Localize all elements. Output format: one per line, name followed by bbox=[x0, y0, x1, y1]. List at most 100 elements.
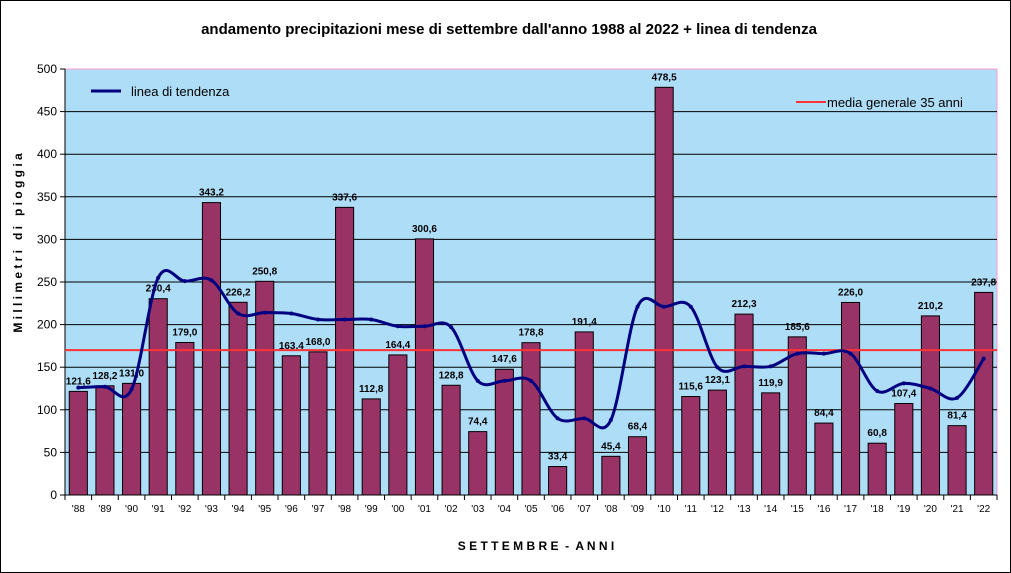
bar bbox=[761, 392, 781, 496]
x-tick-label: '06 bbox=[551, 504, 564, 515]
trend-point bbox=[901, 381, 906, 386]
bar bbox=[920, 315, 940, 496]
x-tick-label: '99 bbox=[365, 504, 378, 515]
x-tick-label: '12 bbox=[711, 504, 724, 515]
x-tick-label: '89 bbox=[98, 504, 111, 515]
trend-point bbox=[928, 386, 933, 391]
x-tick-label: '18 bbox=[871, 504, 884, 515]
data-label: 185,6 bbox=[785, 322, 810, 333]
bar bbox=[947, 425, 967, 496]
data-label: 163,4 bbox=[279, 341, 304, 352]
bar bbox=[201, 202, 222, 496]
x-tick-label: '08 bbox=[604, 504, 617, 515]
trend-point bbox=[608, 418, 613, 423]
x-tick-label: '01 bbox=[418, 504, 431, 515]
bar bbox=[308, 351, 328, 496]
x-tick-label: '96 bbox=[285, 504, 298, 515]
bar bbox=[894, 402, 914, 496]
y-tick-label: 150 bbox=[37, 360, 57, 374]
y-tick-label: 300 bbox=[37, 232, 57, 246]
bar bbox=[148, 298, 168, 496]
bar bbox=[68, 390, 88, 496]
trend-line-group bbox=[76, 269, 986, 430]
y-tick-label: 100 bbox=[37, 403, 57, 417]
x-tick-label: '92 bbox=[178, 504, 191, 515]
x-axis-title: S E T T E M B R E - A N N I bbox=[458, 539, 614, 553]
bar bbox=[974, 291, 994, 496]
data-label: 337,6 bbox=[332, 192, 357, 203]
bar bbox=[122, 382, 142, 496]
bar bbox=[281, 355, 301, 496]
data-label: 121,6 bbox=[66, 376, 91, 387]
y-tick-label: 500 bbox=[37, 62, 57, 76]
trend-point bbox=[182, 279, 187, 284]
data-label: 45,4 bbox=[601, 441, 621, 452]
data-label: 210,2 bbox=[918, 301, 943, 312]
x-tick-label: '15 bbox=[791, 504, 804, 515]
data-label: 226,2 bbox=[226, 287, 251, 298]
x-tick-label: '16 bbox=[817, 504, 830, 515]
data-label: 168,0 bbox=[305, 337, 330, 348]
bar bbox=[361, 398, 381, 496]
bar bbox=[255, 280, 275, 496]
bar bbox=[468, 431, 488, 496]
x-tick-label: '97 bbox=[311, 504, 324, 515]
y-tick-label: 250 bbox=[37, 275, 57, 289]
bar bbox=[521, 342, 541, 496]
x-tick-label: '91 bbox=[152, 504, 165, 515]
x-tick-label: '88 bbox=[72, 504, 85, 515]
x-tick-label: '93 bbox=[205, 504, 218, 515]
bar bbox=[707, 389, 727, 496]
data-label: 128,8 bbox=[439, 370, 464, 381]
legend: linea di tendenza media generale 35 anni bbox=[91, 84, 963, 110]
bar bbox=[681, 396, 701, 496]
data-label: 33,4 bbox=[548, 452, 568, 463]
data-label: 212,3 bbox=[732, 299, 757, 310]
trend-point bbox=[342, 317, 347, 322]
trend-point bbox=[209, 278, 214, 283]
bar bbox=[787, 336, 807, 496]
bar bbox=[814, 422, 834, 496]
x-tick-label: '04 bbox=[498, 504, 511, 515]
bar bbox=[494, 368, 514, 496]
trend-point bbox=[315, 317, 320, 322]
trend-point bbox=[875, 389, 880, 394]
x-axis-ticks: '88 '89 '90 '91 '92 '93 '94 '95 '96 '97 '98 '99 '00 '… bbox=[64, 495, 998, 515]
data-label: 179,0 bbox=[172, 327, 197, 338]
x-tick-label: '07 bbox=[578, 504, 591, 515]
x-tick-label: '00 bbox=[391, 504, 404, 515]
bar bbox=[228, 301, 248, 496]
trend-point bbox=[102, 384, 107, 389]
trend-point bbox=[742, 364, 747, 369]
trend-point bbox=[635, 304, 640, 309]
bar bbox=[388, 354, 408, 496]
trend-point bbox=[821, 351, 826, 356]
bar bbox=[654, 86, 674, 496]
data-label: 226,0 bbox=[838, 287, 863, 298]
x-tick-label: '98 bbox=[338, 504, 351, 515]
data-label: 131,0 bbox=[119, 368, 144, 379]
y-tick-label: 50 bbox=[44, 445, 58, 459]
x-tick-label: '14 bbox=[764, 504, 777, 515]
trend-point bbox=[289, 311, 294, 316]
bar bbox=[335, 206, 355, 496]
y-tick-label: 200 bbox=[37, 318, 57, 332]
x-tick-label: '19 bbox=[897, 504, 910, 515]
bar bbox=[414, 238, 435, 496]
x-tick-label: '09 bbox=[631, 504, 644, 515]
chart-title: andamento precipitazioni mese di settemb… bbox=[201, 21, 818, 38]
data-label: 191,4 bbox=[572, 317, 597, 328]
x-tick-label: '10 bbox=[658, 504, 671, 515]
bar bbox=[734, 313, 754, 496]
trend-point bbox=[795, 351, 800, 356]
data-label: 128,2 bbox=[92, 371, 117, 382]
data-label: 119,9 bbox=[758, 378, 783, 389]
trend-point bbox=[262, 310, 267, 315]
bar bbox=[574, 331, 594, 496]
trend-point bbox=[76, 385, 81, 390]
data-label: 84,4 bbox=[814, 408, 834, 419]
y-tick-label: 450 bbox=[37, 105, 57, 119]
data-label: 230,4 bbox=[146, 284, 171, 295]
data-label: 123,1 bbox=[705, 375, 730, 386]
